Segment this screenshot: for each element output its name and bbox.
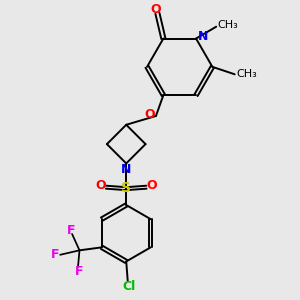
Text: CH₃: CH₃ bbox=[236, 69, 257, 79]
Text: S: S bbox=[121, 181, 131, 195]
Text: CH₃: CH₃ bbox=[218, 20, 238, 30]
Text: Cl: Cl bbox=[123, 280, 136, 292]
Text: N: N bbox=[197, 30, 208, 43]
Text: O: O bbox=[95, 179, 106, 193]
Text: O: O bbox=[146, 179, 157, 193]
Text: O: O bbox=[151, 3, 161, 16]
Text: F: F bbox=[75, 265, 84, 278]
Text: F: F bbox=[51, 248, 60, 261]
Text: N: N bbox=[121, 164, 132, 176]
Text: F: F bbox=[67, 224, 75, 237]
Text: O: O bbox=[144, 108, 155, 121]
